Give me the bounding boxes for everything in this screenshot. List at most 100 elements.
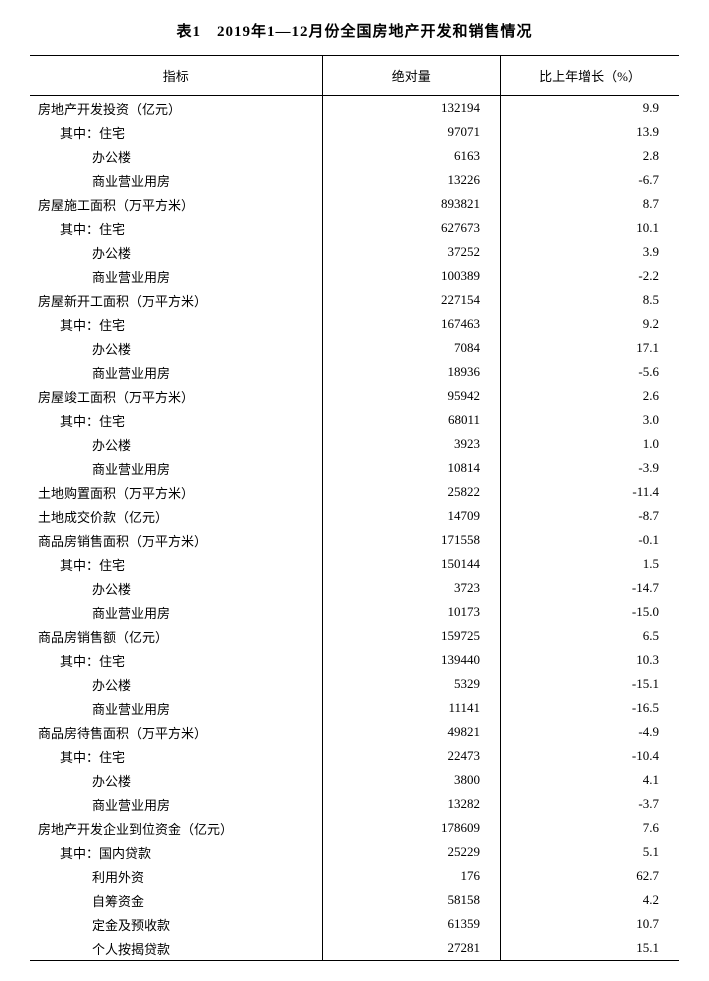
cell-indicator: 办公楼 [30, 672, 322, 696]
cell-indicator: 办公楼 [30, 144, 322, 168]
cell-yoy: -6.7 [501, 168, 679, 192]
table-row: 其中：国内贷款252295.1 [30, 840, 679, 864]
cell-absolute: 11141 [322, 696, 500, 720]
cell-absolute: 18936 [322, 360, 500, 384]
cell-yoy: 13.9 [501, 120, 679, 144]
cell-yoy: 10.3 [501, 648, 679, 672]
table-row: 办公楼708417.1 [30, 336, 679, 360]
cell-absolute: 139440 [322, 648, 500, 672]
cell-yoy: 1.0 [501, 432, 679, 456]
cell-yoy: 3.9 [501, 240, 679, 264]
table-row: 其中：住宅13944010.3 [30, 648, 679, 672]
cell-yoy: -3.9 [501, 456, 679, 480]
cell-absolute: 893821 [322, 192, 500, 216]
cell-absolute: 58158 [322, 888, 500, 912]
table-row: 其中：住宅680113.0 [30, 408, 679, 432]
table-row: 办公楼39231.0 [30, 432, 679, 456]
cell-absolute: 159725 [322, 624, 500, 648]
table-row: 自筹资金581584.2 [30, 888, 679, 912]
cell-absolute: 3723 [322, 576, 500, 600]
cell-absolute: 37252 [322, 240, 500, 264]
cell-absolute: 100389 [322, 264, 500, 288]
cell-yoy: 15.1 [501, 936, 679, 961]
cell-indicator: 商业营业用房 [30, 360, 322, 384]
cell-indicator: 房屋新开工面积（万平方米） [30, 288, 322, 312]
table-row: 办公楼372523.9 [30, 240, 679, 264]
col-header-absolute: 绝对量 [322, 56, 500, 96]
cell-yoy: -10.4 [501, 744, 679, 768]
cell-absolute: 68011 [322, 408, 500, 432]
cell-yoy: 10.7 [501, 912, 679, 936]
cell-indicator: 其中：住宅 [30, 648, 322, 672]
cell-indicator: 商业营业用房 [30, 168, 322, 192]
cell-indicator: 办公楼 [30, 240, 322, 264]
cell-absolute: 14709 [322, 504, 500, 528]
table-row: 商品房销售面积（万平方米）171558-0.1 [30, 528, 679, 552]
cell-indicator: 其中：住宅 [30, 408, 322, 432]
table-row: 商品房待售面积（万平方米）49821-4.9 [30, 720, 679, 744]
cell-yoy: -0.1 [501, 528, 679, 552]
table-row: 利用外资17662.7 [30, 864, 679, 888]
cell-absolute: 5329 [322, 672, 500, 696]
table-row: 办公楼5329-15.1 [30, 672, 679, 696]
cell-indicator: 个人按揭贷款 [30, 936, 322, 961]
cell-indicator: 定金及预收款 [30, 912, 322, 936]
cell-yoy: 62.7 [501, 864, 679, 888]
table-row: 商业营业用房13226-6.7 [30, 168, 679, 192]
cell-absolute: 227154 [322, 288, 500, 312]
table-title: 表1 2019年1—12月份全国房地产开发和销售情况 [30, 20, 679, 41]
cell-indicator: 办公楼 [30, 432, 322, 456]
table-row: 房屋竣工面积（万平方米）959422.6 [30, 384, 679, 408]
cell-indicator: 商业营业用房 [30, 264, 322, 288]
cell-yoy: -16.5 [501, 696, 679, 720]
table-row: 商业营业用房10173-15.0 [30, 600, 679, 624]
cell-absolute: 61359 [322, 912, 500, 936]
table-row: 商业营业用房18936-5.6 [30, 360, 679, 384]
cell-indicator: 商品房销售面积（万平方米） [30, 528, 322, 552]
cell-indicator: 其中：住宅 [30, 312, 322, 336]
cell-yoy: -3.7 [501, 792, 679, 816]
table-row: 商业营业用房10814-3.9 [30, 456, 679, 480]
cell-indicator: 利用外资 [30, 864, 322, 888]
cell-absolute: 97071 [322, 120, 500, 144]
cell-indicator: 其中：住宅 [30, 744, 322, 768]
cell-indicator: 其中：住宅 [30, 120, 322, 144]
table-header-row: 指标 绝对量 比上年增长（%） [30, 56, 679, 96]
cell-yoy: 7.6 [501, 816, 679, 840]
table-row: 商业营业用房100389-2.2 [30, 264, 679, 288]
cell-indicator: 商业营业用房 [30, 456, 322, 480]
cell-absolute: 13282 [322, 792, 500, 816]
cell-yoy: -11.4 [501, 480, 679, 504]
cell-absolute: 7084 [322, 336, 500, 360]
table-row: 其中：住宅22473-10.4 [30, 744, 679, 768]
cell-indicator: 土地购置面积（万平方米） [30, 480, 322, 504]
cell-absolute: 627673 [322, 216, 500, 240]
cell-absolute: 6163 [322, 144, 500, 168]
cell-absolute: 150144 [322, 552, 500, 576]
table-row: 房地产开发投资（亿元）1321949.9 [30, 96, 679, 121]
table-row: 个人按揭贷款2728115.1 [30, 936, 679, 961]
cell-yoy: -4.9 [501, 720, 679, 744]
cell-absolute: 167463 [322, 312, 500, 336]
cell-absolute: 3923 [322, 432, 500, 456]
cell-absolute: 178609 [322, 816, 500, 840]
cell-indicator: 商业营业用房 [30, 600, 322, 624]
cell-absolute: 13226 [322, 168, 500, 192]
cell-indicator: 商业营业用房 [30, 696, 322, 720]
cell-absolute: 176 [322, 864, 500, 888]
table-row: 商品房销售额（亿元）1597256.5 [30, 624, 679, 648]
cell-indicator: 其中：住宅 [30, 552, 322, 576]
cell-indicator: 其中：国内贷款 [30, 840, 322, 864]
cell-yoy: 8.5 [501, 288, 679, 312]
cell-yoy: 2.6 [501, 384, 679, 408]
cell-absolute: 22473 [322, 744, 500, 768]
cell-yoy: -14.7 [501, 576, 679, 600]
table-row: 房屋新开工面积（万平方米）2271548.5 [30, 288, 679, 312]
cell-indicator: 其中：住宅 [30, 216, 322, 240]
table-row: 其中：住宅62767310.1 [30, 216, 679, 240]
table-row: 房屋施工面积（万平方米）8938218.7 [30, 192, 679, 216]
cell-indicator: 土地成交价款（亿元） [30, 504, 322, 528]
cell-yoy: 6.5 [501, 624, 679, 648]
table-row: 房地产开发企业到位资金（亿元）1786097.6 [30, 816, 679, 840]
cell-indicator: 房屋施工面积（万平方米） [30, 192, 322, 216]
